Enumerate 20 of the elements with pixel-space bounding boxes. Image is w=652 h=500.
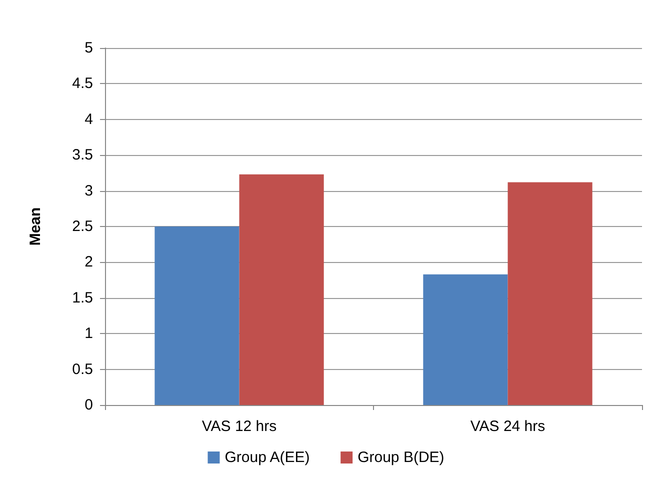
y-tick-label: 4.5 bbox=[72, 75, 93, 92]
y-tick-label: 2.5 bbox=[72, 218, 93, 235]
bar bbox=[423, 274, 508, 405]
y-tick-label: 5 bbox=[84, 40, 93, 56]
y-tick-label: 3.5 bbox=[72, 146, 93, 164]
y-tick-label: 4 bbox=[84, 110, 93, 128]
x-tick-label: VAS 12 hrs bbox=[202, 418, 277, 435]
bar bbox=[154, 226, 240, 405]
y-tick-label: 1.5 bbox=[72, 289, 93, 306]
y-tick-label: 1 bbox=[84, 325, 93, 342]
legend-label: Group A(EE) bbox=[224, 449, 310, 466]
y-tick-label: 0.5 bbox=[72, 360, 93, 378]
y-tick-label: 3 bbox=[84, 182, 93, 200]
y-tick-label: 0 bbox=[84, 396, 93, 414]
bar bbox=[508, 182, 592, 405]
legend-label: Group B(DE) bbox=[358, 449, 444, 466]
x-tick-label: VAS 24 hrs bbox=[470, 418, 546, 435]
bar bbox=[239, 174, 324, 405]
y-axis-title: Mean bbox=[27, 207, 44, 246]
y-tick-label: 2 bbox=[84, 254, 93, 271]
